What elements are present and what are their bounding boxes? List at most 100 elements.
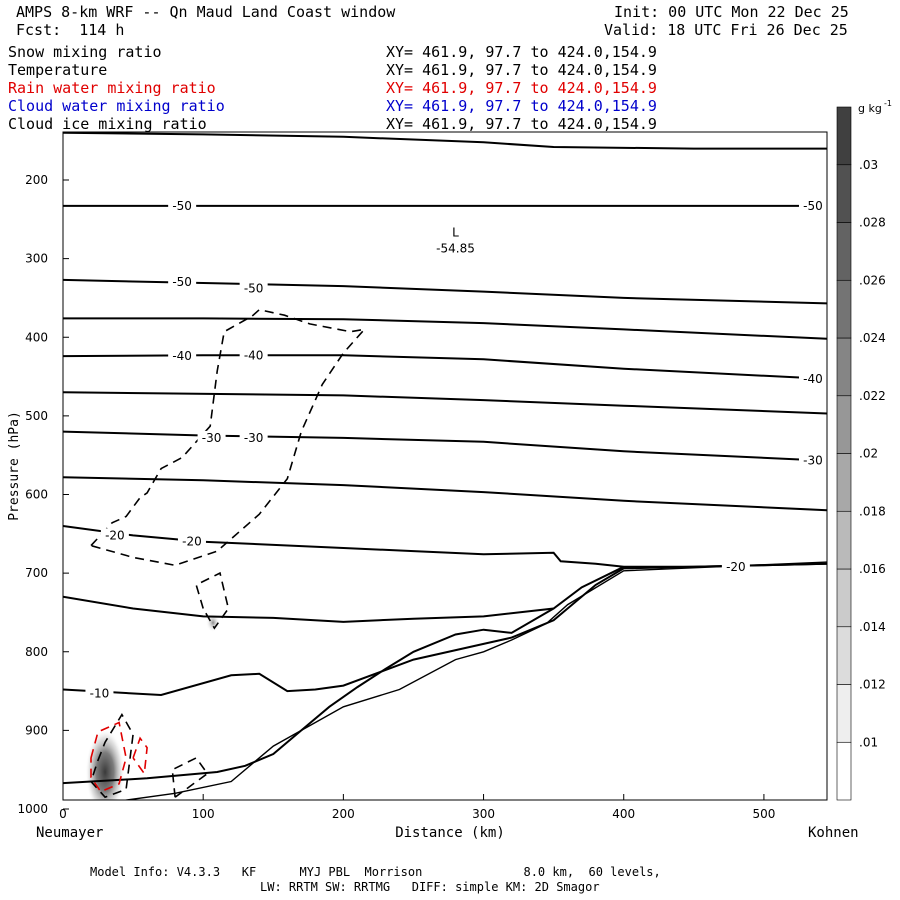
contour-label-bg: [100, 528, 129, 543]
contour-label: -20: [182, 535, 202, 549]
x-axis-title: Distance (km): [395, 825, 505, 841]
colorbar-label: .018: [859, 504, 886, 518]
plot-frame: [62, 131, 828, 801]
colorbar-bin: [836, 568, 852, 628]
snow-contour: [90, 713, 134, 799]
contour-label-bg: [85, 686, 114, 701]
contour-label: -40: [244, 348, 264, 362]
y-axis-title: Pressure (hPa): [7, 411, 22, 521]
colorbar-bin: [836, 222, 852, 281]
colorbar-label: .03: [859, 158, 878, 172]
contour-label-bg: [798, 453, 827, 468]
colorbar-bin: [836, 684, 852, 743]
snow-contour: [90, 308, 367, 567]
colorbar-label: .02: [859, 447, 878, 461]
forecast-hour: Fcst: 114 h: [16, 21, 125, 39]
contour-label-bg: [239, 281, 268, 296]
contour-label-bg: [239, 430, 268, 445]
field-xy-range: XY= 461.9, 97.7 to 424.0,154.9: [386, 43, 657, 61]
contour-label: -30: [244, 431, 264, 445]
temperature-contour: [63, 607, 555, 785]
colorbar-units-exponent: -1: [884, 99, 892, 108]
contour-label: -50: [172, 275, 192, 289]
colorbar-bin: [836, 395, 852, 454]
colorbar-label: .022: [859, 389, 886, 403]
snow-contour: [171, 756, 209, 798]
temperature-contour: [63, 562, 827, 697]
init-time: Init: 00 UTC Mon 22 Dec 25: [614, 3, 849, 21]
field-name: Rain water mixing ratio: [8, 79, 216, 97]
temperature-contour: [63, 132, 827, 150]
y-tick-label: 700: [25, 566, 48, 580]
contour-label-bg: [239, 348, 268, 363]
contour-label-bg: [168, 275, 197, 290]
colorbar-label: .014: [859, 620, 886, 634]
contour-label-bg: [177, 534, 206, 549]
y-tick-label: 400: [25, 330, 48, 344]
y-tick-label: 600: [25, 488, 48, 502]
colorbar-bin: [836, 164, 852, 223]
rain-contour: [132, 736, 148, 776]
model-info: Model Info: V4.3.3 KF MYJ PBL Morrison 8…: [90, 865, 661, 879]
y-tick-label: 200: [25, 173, 48, 187]
colorbar-units: g kg: [858, 102, 882, 115]
contour-label: -40: [803, 372, 823, 386]
contour-label: -40: [172, 349, 192, 363]
field-xy-range: XY= 461.9, 97.7 to 424.0,154.9: [386, 61, 657, 79]
contour-label: -30: [202, 431, 222, 445]
x-left-station-label: Neumayer: [36, 825, 103, 841]
field-xy-range: XY= 461.9, 97.7 to 424.0,154.9: [386, 115, 657, 133]
contour-label: -50: [803, 199, 823, 213]
colorbar-label: .016: [859, 562, 886, 576]
x-tick-label: 400: [612, 807, 635, 821]
colorbar-label: .024: [859, 331, 886, 345]
x-tick-label: 300: [472, 807, 495, 821]
field-xy-range: XY= 461.9, 97.7 to 424.0,154.9: [386, 97, 657, 115]
y-tick-label: 1000: [17, 802, 48, 816]
y-tick-label: 800: [25, 645, 48, 659]
field-name: Temperature: [8, 61, 108, 79]
contour-label-bg: [168, 349, 197, 364]
temperature-contour: [63, 317, 827, 340]
chart-title: AMPS 8-km WRF -- Qn Maud Land Coast wind…: [16, 3, 396, 21]
rain-contour: [90, 721, 127, 793]
colorbar-bin: [836, 279, 852, 339]
field-xy-range: XY= 461.9, 97.7 to 424.0,154.9: [386, 79, 657, 97]
contour-label-bg: [798, 371, 827, 386]
x-tick-label: 200: [332, 807, 355, 821]
contour-label: -50: [244, 282, 264, 296]
y-tick-label: 500: [25, 409, 48, 423]
low-pressure-symbol: L: [452, 225, 459, 239]
colorbar-label: .012: [859, 678, 886, 692]
physics-info: LW: RRTM SW: RRTMG DIFF: simple KM: 2D S…: [260, 880, 600, 894]
x-right-station-label: Kohnen: [808, 825, 859, 841]
colorbar-label: .026: [859, 273, 886, 287]
field-name: Snow mixing ratio: [8, 43, 162, 61]
temperature-contour: [63, 565, 625, 623]
x-tick-label: 0: [59, 807, 67, 821]
mixing-ratio-shading: [205, 613, 221, 633]
low-pressure-value: -54.85: [436, 241, 475, 255]
temperature-contour: [63, 525, 827, 568]
contour-label-bg: [197, 430, 226, 445]
contour-label: -10: [90, 686, 110, 700]
contour-label-bg: [721, 559, 750, 574]
field-name: Cloud water mixing ratio: [8, 97, 225, 115]
snow-contour: [195, 571, 230, 630]
colorbar-label: .028: [859, 216, 886, 230]
temperature-contour: [63, 476, 827, 512]
x-tick-label: 500: [752, 807, 775, 821]
colorbar-bin: [836, 453, 852, 512]
contour-label: -50: [172, 199, 192, 213]
y-tick-label: 900: [25, 723, 48, 737]
contour-label: -20: [726, 560, 746, 574]
contour-label: -20: [105, 528, 125, 542]
colorbar-bin: [836, 510, 852, 570]
field-name: Cloud ice mixing ratio: [8, 115, 207, 133]
colorbar-bin: [836, 106, 852, 166]
contour-label: -30: [803, 454, 823, 468]
colorbar-bin: [836, 626, 852, 685]
y-tick-label: 300: [25, 252, 48, 266]
colorbar-bin: [836, 337, 852, 397]
